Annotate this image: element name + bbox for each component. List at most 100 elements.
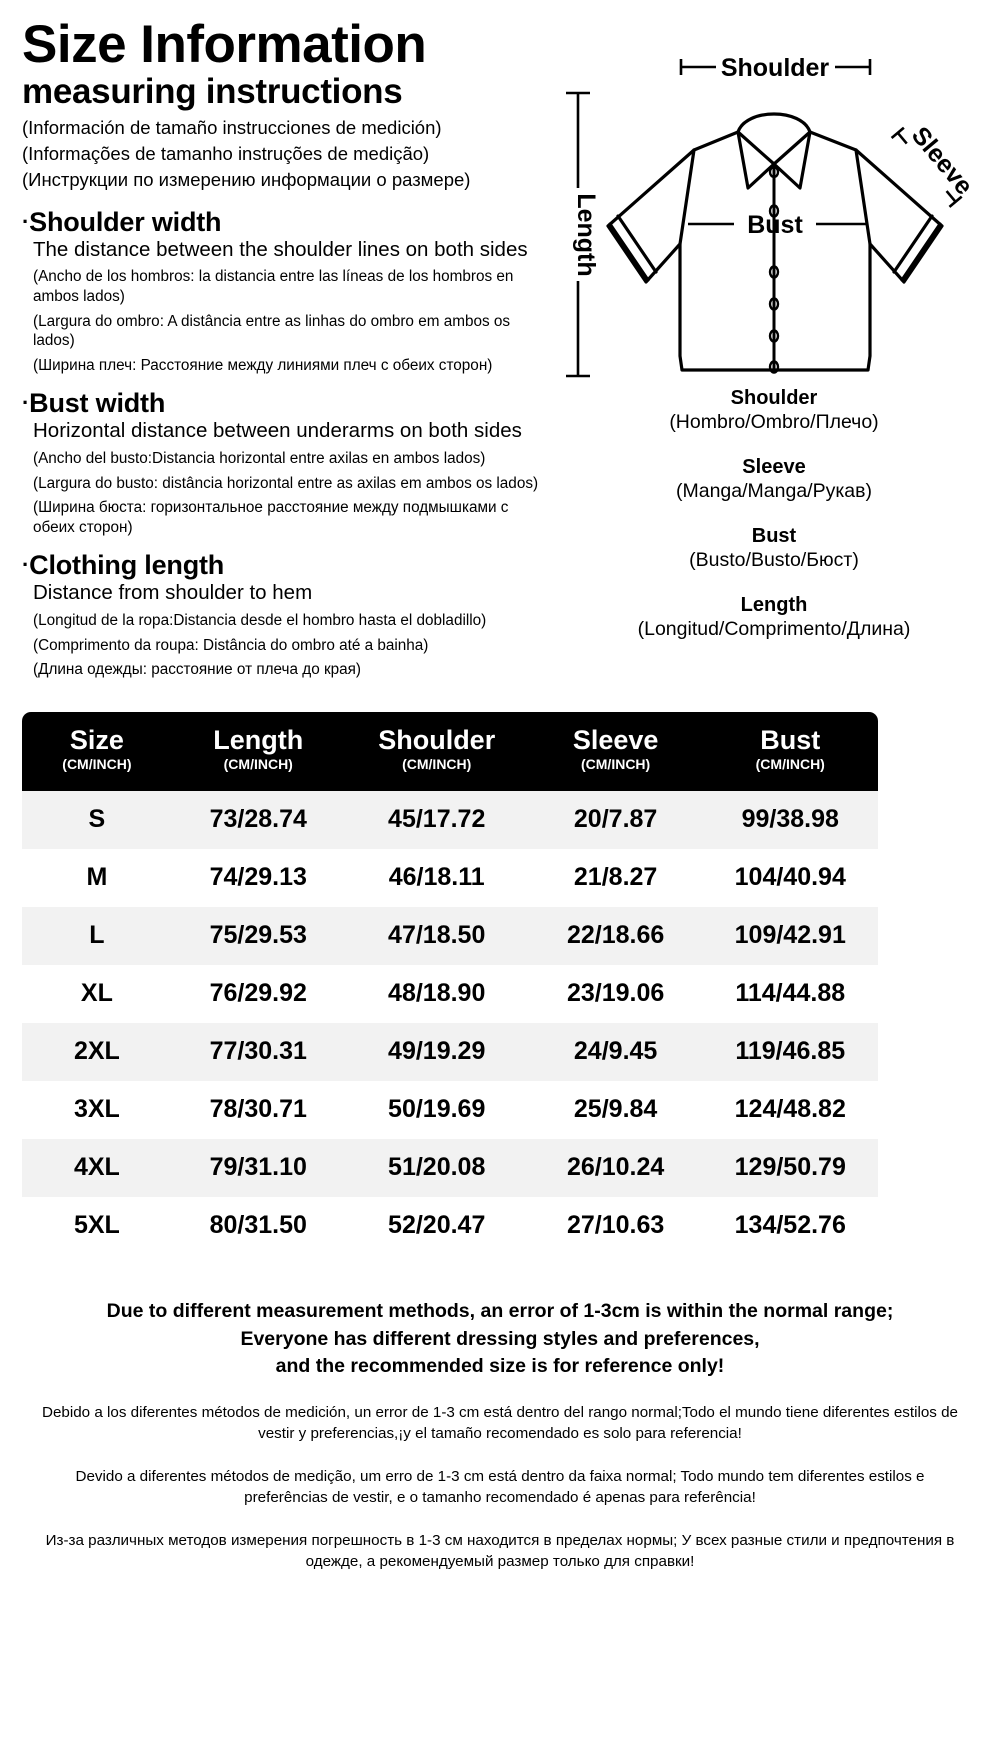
sleeve-measure-line	[890, 126, 963, 208]
cell-sleeve: 24/9.45	[528, 1023, 703, 1082]
diagram-column: Shoulder Length Bust	[548, 0, 1000, 680]
cell-length: 80/31.50	[171, 1197, 345, 1256]
bullet-icon: ·	[22, 552, 30, 578]
instruction-note-pt: (Largura do busto: distância horizontal …	[33, 474, 539, 492]
table-row: S 73/28.74 45/17.72 20/7.87 99/38.98	[22, 791, 878, 850]
size-table: Size (CM/INCH) Length (CM/INCH) Shoulder…	[22, 712, 878, 1256]
cell-length: 79/31.10	[171, 1139, 345, 1198]
cell-size: S	[22, 791, 172, 850]
instruction-note-es: (Ancho del busto:Distancia horizontal en…	[33, 449, 486, 467]
column-unit: (CM/INCH)	[402, 756, 472, 773]
cell-sleeve: 20/7.87	[528, 791, 703, 850]
cell-sleeve: 23/19.06	[528, 965, 703, 1024]
title-translation-pt: (Informações de tamanho instruções de me…	[22, 143, 430, 165]
legend-label-translations: (Busto/Busto/Бюст)	[689, 548, 859, 571]
column-header-shoulder: Shoulder (CM/INCH)	[344, 712, 529, 792]
cell-length: 73/28.74	[171, 791, 345, 850]
table-row: XL 76/29.92 48/18.90 23/19.06 114/44.88	[22, 965, 878, 1024]
disclaimer-line-2: Everyone has different dressing styles a…	[240, 1327, 760, 1350]
legend-label-translations: (Longitud/Comprimento/Длина)	[637, 617, 911, 640]
cell-bust: 119/46.85	[702, 1023, 878, 1082]
table-row: L 75/29.53 47/18.50 22/18.66 109/42.91	[22, 907, 878, 966]
cell-size: 2XL	[22, 1023, 172, 1082]
column-header-size: Size (CM/INCH)	[22, 712, 172, 792]
legend-item-length: Length (Longitud/Comprimento/Длина)	[548, 594, 1000, 641]
cell-shoulder: 45/17.72	[344, 791, 529, 850]
sleeve-label: Sleeve	[906, 122, 978, 201]
legend-label-en: Bust	[751, 524, 797, 547]
instruction-note-ru: (Ширина плеч: Расстояние между линиями п…	[33, 356, 493, 374]
bullet-icon: ·	[22, 390, 30, 416]
cell-shoulder: 51/20.08	[344, 1139, 529, 1198]
table-row: 4XL 79/31.10 51/20.08 26/10.24 129/50.79	[22, 1139, 878, 1198]
column-unit: (CM/INCH)	[62, 756, 132, 773]
instruction-note-ru: (Ширина бюста: горизонтальное расстояние…	[33, 499, 509, 536]
cell-sleeve: 21/8.27	[528, 849, 703, 908]
cell-bust: 104/40.94	[702, 849, 878, 908]
cell-shoulder: 52/20.47	[344, 1197, 529, 1256]
cell-bust: 124/48.82	[702, 1081, 878, 1140]
instruction-note-es: (Ancho de los hombros: la distancia entr…	[33, 268, 514, 305]
top-section: Size Information measuring instructions …	[0, 0, 1000, 680]
instruction-heading-text: Clothing length	[29, 550, 225, 581]
footer-disclaimer: Due to different measurement methods, an…	[0, 1298, 1000, 1573]
title-translation-ru: (Инструкции по измерению информации о ра…	[22, 169, 471, 191]
cell-length: 78/30.71	[171, 1081, 345, 1140]
instruction-heading-text: Shoulder width	[29, 206, 222, 237]
cell-size: 3XL	[22, 1081, 172, 1140]
cell-bust: 129/50.79	[702, 1139, 878, 1198]
instruction-heading: ·Bust width	[22, 389, 548, 418]
column-title: Size	[69, 725, 124, 755]
cell-shoulder: 48/18.90	[344, 965, 529, 1024]
column-title: Shoulder	[378, 725, 496, 755]
instruction-shoulder-width: ·Shoulder width The distance between the…	[22, 206, 548, 376]
page-subtitle: measuring instructions	[22, 72, 403, 112]
instruction-heading: ·Clothing length	[22, 551, 548, 580]
shoulder-label: Shoulder	[721, 54, 830, 82]
table-row: 5XL 80/31.50 52/20.47 27/10.63 134/52.76	[22, 1197, 878, 1256]
legend-label-en: Shoulder	[730, 387, 818, 409]
cell-length: 75/29.53	[171, 907, 345, 966]
cell-shoulder: 47/18.50	[344, 907, 529, 966]
cell-sleeve: 22/18.66	[528, 907, 703, 966]
column-header-bust: Bust (CM/INCH)	[702, 712, 878, 792]
table-header-row: Size (CM/INCH) Length (CM/INCH) Shoulder…	[22, 712, 878, 792]
legend-item-shoulder: Shoulder (Hombro/Ombro/Плечо)	[548, 387, 1000, 434]
cell-size: XL	[22, 965, 172, 1024]
instruction-english: The distance between the shoulder lines …	[33, 237, 528, 261]
column-unit: (CM/INCH)	[755, 756, 825, 773]
instruction-english: Horizontal distance between underarms on…	[33, 419, 522, 443]
shirt-diagram: Shoulder Length Bust	[548, 36, 1000, 381]
cell-bust: 99/38.98	[702, 791, 878, 850]
cell-bust: 134/52.76	[702, 1197, 878, 1256]
cell-bust: 109/42.91	[702, 907, 878, 966]
cell-shoulder: 49/19.29	[344, 1023, 529, 1082]
instructions-column: Size Information measuring instructions …	[0, 0, 548, 680]
column-title: Sleeve	[572, 725, 659, 755]
table-row: 2XL 77/30.31 49/19.29 24/9.45 119/46.85	[22, 1023, 878, 1082]
instruction-heading-text: Bust width	[29, 388, 166, 419]
disclaimer-line-1: Due to different measurement methods, an…	[106, 1300, 894, 1322]
instruction-clothing-length: ·Clothing length Distance from shoulder …	[22, 551, 548, 679]
cell-length: 77/30.31	[171, 1023, 345, 1082]
size-table-header: Size (CM/INCH) Length (CM/INCH) Shoulder…	[22, 712, 878, 792]
legend-item-sleeve: Sleeve (Manga/Manga/Рукав)	[548, 456, 1000, 503]
disclaimer-note-ru: Из-за различных методов измерения погреш…	[45, 1531, 955, 1570]
instruction-bust-width: ·Bust width Horizontal distance between …	[22, 389, 548, 537]
legend-label-translations: (Hombro/Ombro/Плечо)	[669, 410, 879, 433]
size-table-body: S 73/28.74 45/17.72 20/7.87 99/38.98 M 7…	[22, 791, 878, 1256]
bullet-icon: ·	[22, 208, 30, 234]
cell-shoulder: 50/19.69	[344, 1081, 529, 1140]
instruction-note-pt: (Comprimento da roupa: Distância do ombr…	[33, 636, 429, 654]
table-row: M 74/29.13 46/18.11 21/8.27 104/40.94	[22, 849, 878, 908]
cell-size: 4XL	[22, 1139, 172, 1198]
instruction-note-es: (Longitud de la ropa:Distancia desde el …	[33, 612, 487, 630]
legend-item-bust: Bust (Busto/Busto/Бюст)	[548, 525, 1000, 572]
legend-label-translations: (Manga/Manga/Рукав)	[676, 479, 872, 502]
instruction-note-ru: (Длина одежды: расстояние от плеча до кр…	[33, 661, 362, 679]
title-translation-es: (Información de tamaño instrucciones de …	[22, 116, 442, 138]
cell-length: 74/29.13	[171, 849, 345, 908]
legend-label-en: Length	[740, 593, 808, 616]
size-table-container: Size (CM/INCH) Length (CM/INCH) Shoulder…	[22, 712, 878, 1256]
disclaimer-note-es: Debido a los diferentes métodos de medic…	[42, 1404, 958, 1443]
